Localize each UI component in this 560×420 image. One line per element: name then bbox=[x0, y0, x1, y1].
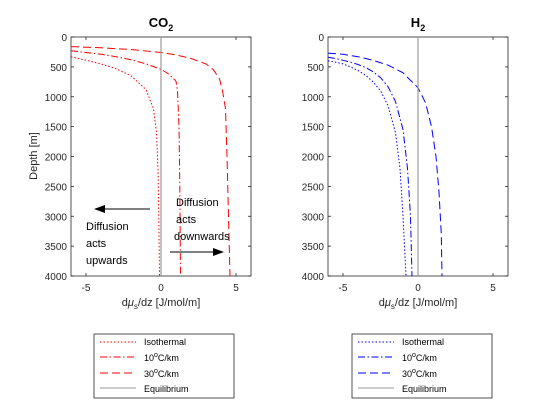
arrow-downwards bbox=[170, 248, 224, 256]
h2-ytick-label: 0 bbox=[318, 33, 324, 44]
h2-xlabel: dμs/dz [J/mol/m] bbox=[379, 297, 458, 311]
co2-ytick-label: 4000 bbox=[45, 272, 68, 283]
h2-ytick-label: 500 bbox=[307, 63, 324, 74]
h2-legend-label-30: 30oC/km bbox=[402, 368, 437, 379]
annotation-upwards: Diffusion acts upwards bbox=[86, 221, 129, 267]
h2-ytick-label: 2500 bbox=[302, 182, 325, 193]
co2-legend-label-equilibrium: Equilibrium bbox=[144, 384, 189, 394]
annotation-downwards-line-3: downwards bbox=[174, 231, 230, 243]
co2-ytick-label: 1000 bbox=[45, 93, 68, 104]
h2-legend-label-equilibrium: Equilibrium bbox=[402, 384, 447, 394]
h2-series-group bbox=[327, 37, 443, 277]
co2-series-group bbox=[70, 37, 231, 277]
h2-ytick-label: 4000 bbox=[302, 272, 325, 283]
co2-panel: CO2 0 500 1000 1500 2000 2500 3000 3500 4000 -5 0 5… bbox=[28, 15, 252, 399]
h2-title: H2 bbox=[411, 15, 425, 33]
h2-xtick-label: -5 bbox=[339, 283, 348, 294]
co2-legend-label-30: 30oC/km bbox=[144, 368, 179, 379]
co2-xtick-label: -5 bbox=[82, 283, 91, 294]
h2-ytick-label: 3500 bbox=[302, 242, 325, 253]
co2-ytick-label: 0 bbox=[61, 33, 67, 44]
co2-ytick-label: 3000 bbox=[45, 212, 68, 223]
co2-ytick-label: 2500 bbox=[45, 182, 68, 193]
co2-ticks: 0 500 1000 1500 2000 2500 3000 3500 4000 -5 0 5 bbox=[45, 33, 251, 294]
annotation-downwards: Diffusion acts downwards bbox=[174, 197, 230, 243]
co2-legend-label-10: 10oC/km bbox=[144, 352, 179, 363]
annotation-upwards-line-3: upwards bbox=[86, 255, 128, 267]
co2-series-30oc-km bbox=[70, 46, 231, 277]
h2-series-isothermal bbox=[327, 60, 407, 277]
co2-series-isothermal bbox=[70, 56, 160, 277]
h2-legend-label-10: 10oC/km bbox=[402, 352, 437, 363]
co2-xtick-label: 5 bbox=[233, 283, 239, 294]
co2-legend: Isothermal 10oC/km 30oC/km Equilibrium bbox=[93, 333, 235, 399]
co2-ytick-label: 2000 bbox=[45, 153, 68, 164]
h2-legend: Isothermal 10oC/km 30oC/km Equilibrium bbox=[351, 333, 493, 399]
h2-ytick-label: 1000 bbox=[302, 93, 325, 104]
co2-ylabel: Depth [m] bbox=[28, 132, 40, 180]
annotation-downwards-line-1: Diffusion bbox=[176, 197, 219, 209]
annotation-downwards-line-2: acts bbox=[176, 214, 197, 226]
h2-xtick-label: 5 bbox=[490, 283, 496, 294]
h2-xtick-label: 0 bbox=[415, 283, 421, 294]
co2-ytick-label: 1500 bbox=[45, 123, 68, 134]
h2-ytick-label: 2000 bbox=[302, 153, 325, 164]
h2-ticks: 0 500 1000 1500 2000 2500 3000 3500 4000 -5 0 5 bbox=[302, 33, 508, 294]
h2-series-10oc-km bbox=[327, 56, 413, 277]
annotation-upwards-line-2: acts bbox=[86, 238, 107, 250]
co2-xlabel: dμs/dz [J/mol/m] bbox=[122, 297, 201, 311]
co2-series-10oc-km bbox=[70, 50, 181, 277]
co2-legend-label-isothermal: Isothermal bbox=[144, 337, 186, 347]
h2-ytick-label: 1500 bbox=[302, 123, 325, 134]
co2-ytick-label: 500 bbox=[50, 63, 67, 74]
h2-legend-box bbox=[351, 333, 493, 399]
annotation-upwards-line-1: Diffusion bbox=[86, 221, 129, 233]
co2-xtick-label: 0 bbox=[158, 283, 164, 294]
co2-title: CO2 bbox=[149, 15, 174, 33]
h2-ytick-label: 3000 bbox=[302, 212, 325, 223]
co2-ytick-label: 3500 bbox=[45, 242, 68, 253]
h2-legend-label-isothermal: Isothermal bbox=[402, 337, 444, 347]
arrow-upwards bbox=[94, 205, 150, 213]
co2-legend-box bbox=[93, 333, 235, 399]
